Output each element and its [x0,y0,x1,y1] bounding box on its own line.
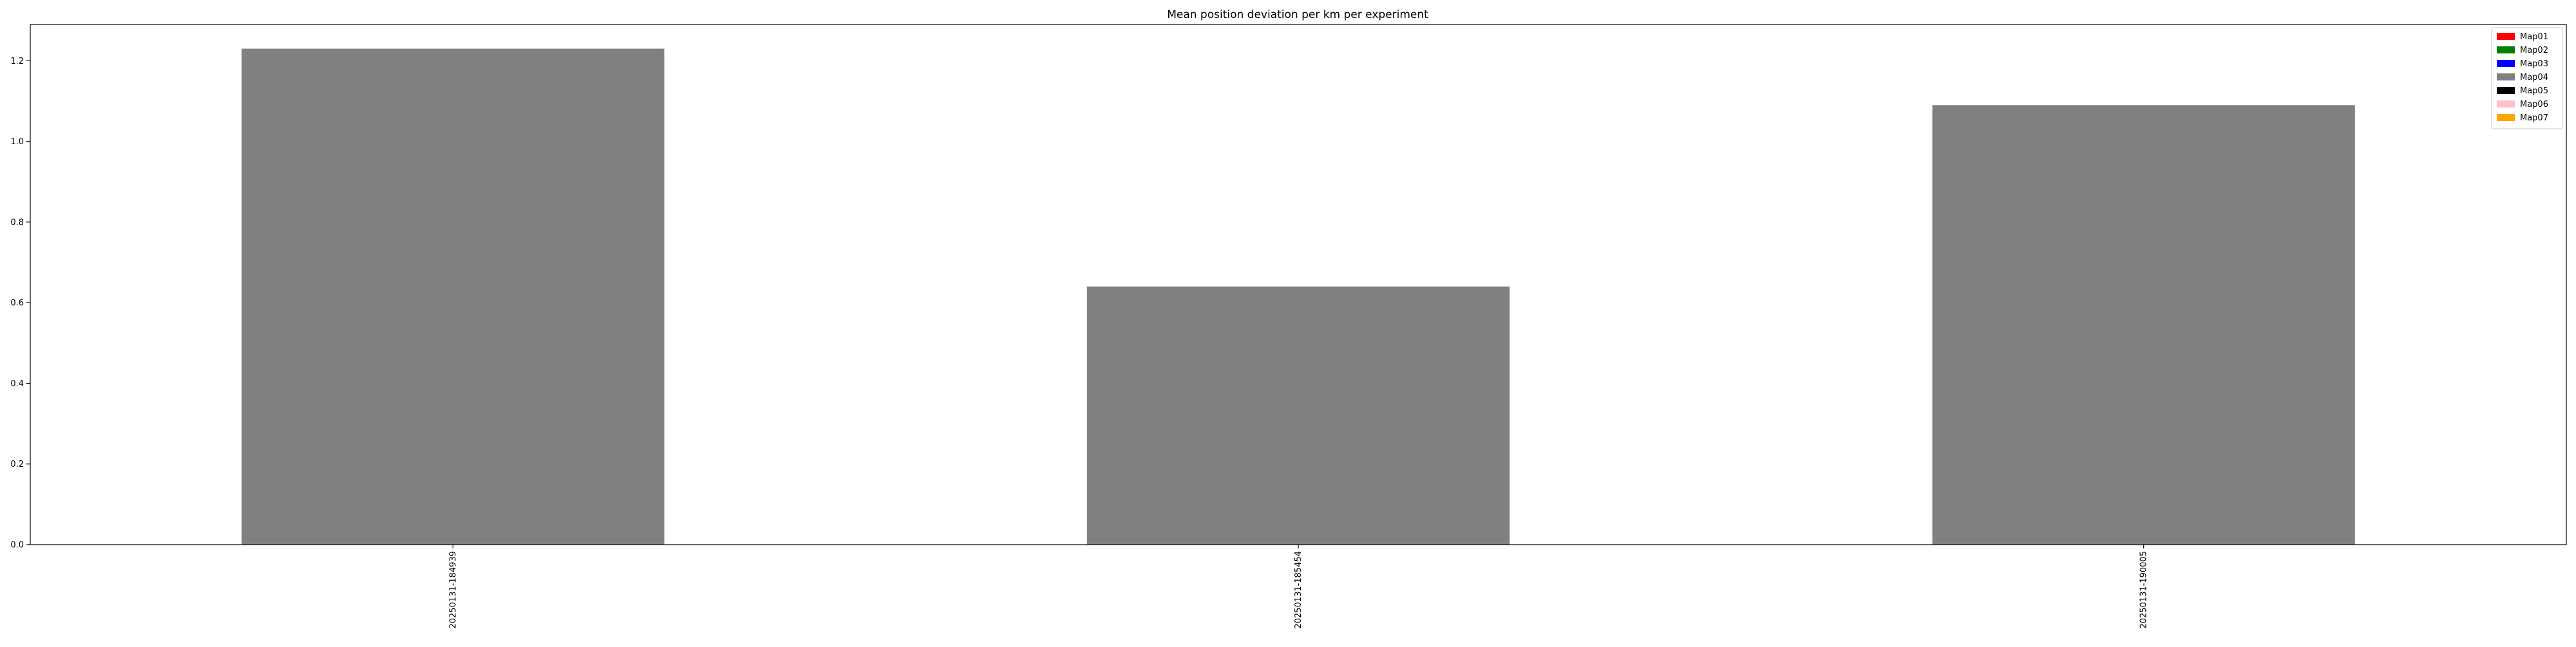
legend-label-Map03: Map03 [2520,59,2548,69]
legend-swatch-Map01 [2497,33,2515,40]
legend-label-Map04: Map04 [2520,73,2548,82]
y-tick-label: 0.0 [10,541,24,550]
y-tick-label: 1.0 [10,137,24,147]
bar-20250131-190005 [1932,105,2355,545]
x-tick-label: 20250131-184939 [448,551,458,629]
y-tick-label: 1.2 [10,57,24,66]
y-tick-label: 0.2 [10,460,24,469]
x-axis: 20250131-184939 20250131-185454 20250131-1… [448,545,2149,629]
chart-title: Mean position deviation per km per exper… [1167,8,1428,21]
legend: Map01 Map02 Map03 Map04 Map05 Map06 Map07 [2491,27,2563,129]
legend-swatch-Map04 [2497,73,2515,80]
legend-swatch-Map05 [2497,87,2515,94]
legend-swatch-Map07 [2497,114,2515,121]
plot-area-frame [30,24,2567,545]
legend-label-Map06: Map06 [2520,100,2548,109]
legend-label-Map02: Map02 [2520,46,2548,55]
legend-label-Map01: Map01 [2520,32,2548,42]
bar-20250131-185454 [1086,286,1510,545]
y-axis: 0.0 0.2 0.4 0.6 0.8 1.0 1.2 [10,57,30,550]
legend-label-Map07: Map07 [2520,113,2548,123]
x-tick-label: 20250131-185454 [1294,551,1303,629]
x-tick-label: 20250131-190005 [2139,551,2149,629]
legend-label-Map05: Map05 [2520,86,2548,96]
legend-swatch-Map03 [2497,60,2515,67]
legend-swatch-Map02 [2497,46,2515,53]
bars-layer [242,48,2355,545]
y-tick-label: 0.4 [10,379,24,389]
bar-20250131-184939 [242,48,665,545]
legend-swatch-Map06 [2497,100,2515,108]
y-tick-label: 0.8 [10,218,24,227]
y-tick-label: 0.6 [10,299,24,308]
